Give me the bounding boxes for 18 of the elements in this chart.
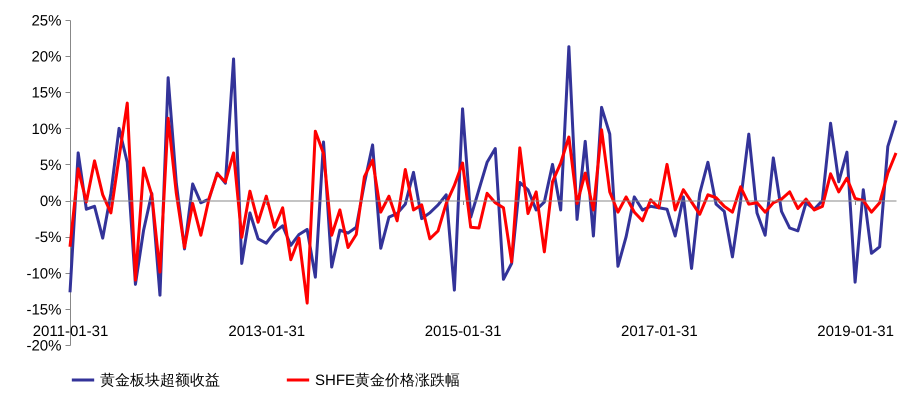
y-tick-label: -10% xyxy=(26,265,62,282)
y-tick-label: 20% xyxy=(31,48,62,66)
y-tick-label: 0% xyxy=(40,193,62,210)
line-series xyxy=(68,102,898,305)
x-tick-label: 2019-01-31 xyxy=(817,323,894,340)
x-tick-label: 2011-01-31 xyxy=(32,323,108,340)
legend-label: SHFE黄金价格涨跌幅 xyxy=(315,372,460,389)
y-tick-label: 25% xyxy=(31,12,62,30)
y-tick-label: 10% xyxy=(31,120,62,138)
x-tick-label: 2015-01-31 xyxy=(424,323,502,340)
x-tick-label: 2017-01-31 xyxy=(620,323,698,340)
y-tick-label: -20% xyxy=(26,338,62,354)
y-tick-label: 15% xyxy=(31,84,62,102)
legend-label: 黄金板块超额收益 xyxy=(100,372,220,389)
y-tick-label: -15% xyxy=(26,301,62,318)
x-tick-label: 2013-01-31 xyxy=(228,323,306,340)
y-tick-label: 5% xyxy=(40,156,62,174)
y-tick-label: -5% xyxy=(34,229,62,246)
